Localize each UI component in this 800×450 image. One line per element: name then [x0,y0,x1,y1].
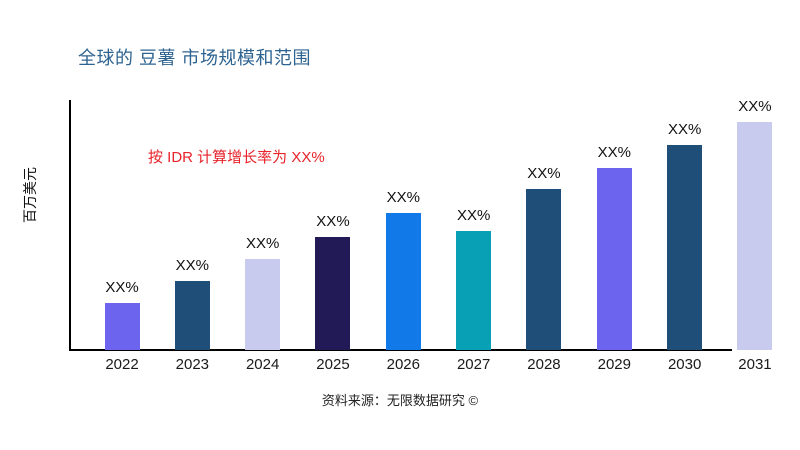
bar-value-label: XX% [667,121,702,138]
y-axis-label: 百万美元 [22,167,38,223]
bar-value-label: XX% [105,279,139,296]
bar-2024 [245,259,281,350]
bar-value-label: XX% [456,207,491,224]
x-tick-label: 2027 [456,356,491,373]
bar-2026 [385,213,421,350]
x-tick-label: 2030 [667,356,702,373]
bar-value-label: XX% [527,165,561,182]
bar-2031 [737,122,773,350]
bar-2029 [596,168,632,350]
bar-2023 [174,281,210,350]
x-tick-label: 2028 [527,356,561,373]
bar-2028 [526,189,562,350]
x-tick-label: 2025 [316,356,350,373]
x-tick-label: 2029 [597,356,631,373]
x-tick-label: 2026 [386,356,420,373]
bar-2025 [315,237,351,350]
bar-2030 [667,145,703,350]
source-text: 资料来源：无限数据研究 © [321,393,479,408]
x-tick-label: 2023 [175,356,210,373]
y-axis-line [69,100,71,351]
bar-value-label: XX% [597,144,631,161]
x-tick-label: 2024 [245,356,280,373]
bar-value-label: XX% [738,98,772,115]
x-tick-label: 2031 [738,356,772,373]
x-axis-line [69,349,732,351]
bar-value-label: XX% [316,213,350,230]
bar-2022 [104,303,140,350]
bar-2027 [456,231,492,350]
bar-value-label: XX% [386,189,420,206]
growth-rate-annotation: 按 IDR 计算增长率为 XX% [148,149,325,166]
chart-title: 全球的 豆薯 市场规模和范围 [78,48,312,68]
x-tick-label: 2022 [105,356,139,373]
bar-value-label: XX% [175,257,210,274]
bar-value-label: XX% [245,235,280,252]
